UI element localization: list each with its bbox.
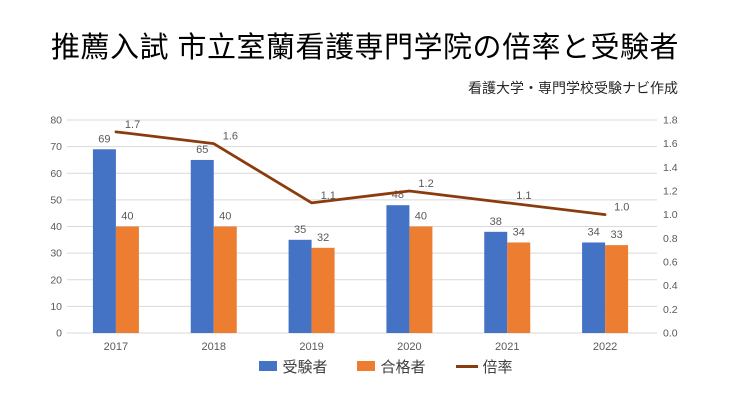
- admitted-bar: [213, 226, 237, 333]
- bar-data-label: 35: [294, 224, 306, 236]
- applicants-bar: [484, 231, 508, 333]
- admitted-swatch-icon: [357, 361, 376, 371]
- right-axis-tick-label: 0.0: [663, 328, 678, 340]
- x-axis-category-label: 2019: [299, 341, 323, 353]
- left-axis-tick-label: 30: [50, 248, 62, 260]
- legend-item-admitted: 合格者: [357, 356, 426, 377]
- right-axis-tick-label: 1.4: [663, 162, 678, 174]
- x-axis-category-label: 2020: [397, 341, 421, 353]
- line-data-label: 1.1: [321, 190, 336, 202]
- right-axis-tick-label: 0.4: [663, 280, 678, 292]
- admitted-bar: [409, 226, 433, 333]
- left-axis-tick-label: 0: [56, 328, 62, 340]
- bar-data-label: 34: [513, 226, 525, 238]
- line-data-label: 1.7: [125, 119, 140, 131]
- left-axis-tick-label: 80: [50, 115, 62, 127]
- right-axis-tick-label: 1.2: [663, 186, 678, 198]
- left-axis-tick-label: 60: [50, 168, 62, 180]
- bar-data-label: 40: [415, 211, 427, 223]
- admitted-bar: [311, 247, 335, 333]
- x-axis-category-label: 2018: [202, 341, 226, 353]
- ratio-line: [114, 130, 607, 217]
- applicants-bar: [92, 149, 116, 333]
- admitted-bar: [507, 242, 531, 333]
- bar-data-label: 38: [490, 216, 502, 228]
- ratio-line-swatch-icon: [455, 364, 478, 368]
- applicants-bar: [386, 205, 410, 333]
- right-axis-tick-label: 1.0: [663, 209, 678, 221]
- line-data-label: 1.1: [516, 190, 531, 202]
- legend-label-applicants: 受験者: [282, 358, 328, 376]
- x-axis-category-label: 2021: [495, 341, 519, 353]
- chart-legend: 受験者 合格者 倍率: [94, 355, 678, 377]
- right-axis-tick-label: 0.6: [663, 257, 678, 269]
- admitted-bar: [605, 245, 629, 333]
- bar-data-label: 33: [610, 229, 622, 241]
- bar-data-label: 69: [98, 133, 110, 145]
- legend-item-ratio: 倍率: [455, 356, 513, 377]
- legend-item-applicants: 受験者: [259, 356, 327, 377]
- bar-data-label: 40: [219, 211, 231, 223]
- applicants-bar: [288, 239, 312, 333]
- left-axis-tick-label: 20: [50, 274, 62, 286]
- legend-label-ratio: 倍率: [482, 358, 513, 376]
- right-axis-tick-label: 1.8: [663, 115, 678, 127]
- x-axis-category-label: 2022: [593, 341, 617, 353]
- left-axis-tick-label: 70: [50, 141, 62, 153]
- line-data-label: 1.0: [614, 202, 629, 214]
- applicants-bar: [582, 242, 606, 333]
- credit-text: 看護大学・専門学校受験ナビ作成: [468, 80, 678, 96]
- applicants-bar: [190, 159, 214, 333]
- x-axis-category-label: 2017: [104, 341, 128, 353]
- right-axis-tick-label: 0.2: [663, 304, 678, 316]
- bar-data-label: 65: [196, 144, 208, 156]
- admitted-bar: [115, 226, 139, 333]
- left-axis-tick-label: 50: [50, 194, 62, 206]
- right-axis-tick-label: 0.8: [663, 233, 678, 245]
- bar-data-label: 32: [317, 232, 329, 244]
- applicants-swatch-icon: [259, 361, 278, 371]
- line-data-label: 1.2: [418, 178, 433, 190]
- left-axis-tick-label: 10: [50, 301, 62, 313]
- right-axis-tick-label: 1.6: [663, 138, 678, 150]
- left-axis-tick-label: 40: [50, 221, 62, 233]
- line-data-label: 1.6: [223, 131, 238, 143]
- bar-data-label: 40: [121, 211, 133, 223]
- legend-label-admitted: 合格者: [380, 358, 426, 376]
- chart-title: 推薦入試 市立室蘭看護専門学院の倍率と受験者: [50, 32, 680, 64]
- bar-data-label: 34: [587, 226, 599, 238]
